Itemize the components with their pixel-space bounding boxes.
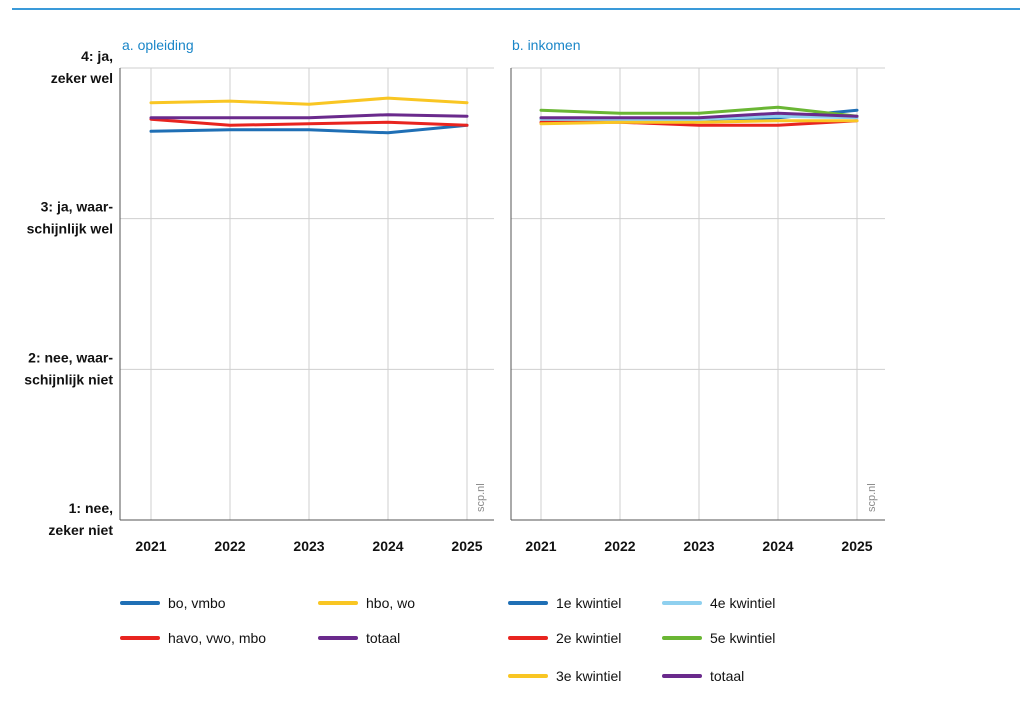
series-line-opleiding-bo-vmbo bbox=[149, 123, 469, 135]
panel-title-opleiding: a. opleiding bbox=[122, 37, 194, 53]
series-line-inkomen-totaal bbox=[539, 111, 859, 120]
x-tick-label-inkomen-2023: 2023 bbox=[683, 538, 714, 554]
plot-area-inkomen bbox=[511, 68, 885, 520]
series-line-inkomen-3e-kwintiel bbox=[539, 119, 859, 126]
x-tick-label-opleiding-2025: 2025 bbox=[451, 538, 482, 554]
y-tick-label-3: 3: ja, waar-schijnlijk wel bbox=[27, 199, 114, 237]
series-line-opleiding-totaal bbox=[149, 113, 469, 120]
top-divider bbox=[12, 8, 1020, 10]
legend-label-opleiding-totaal: totaal bbox=[366, 630, 400, 646]
legend-label-inkomen-1e-kwintiel: 1e kwintiel bbox=[556, 595, 621, 611]
legend-label-inkomen-totaal: totaal bbox=[710, 668, 744, 684]
y-tick-label-2: 2: nee, waar-schijnlijk niet bbox=[24, 349, 113, 387]
x-tick-label-inkomen-2024: 2024 bbox=[762, 538, 793, 554]
x-tick-label-opleiding-2021: 2021 bbox=[135, 538, 166, 554]
y-tick-label-4: 4: ja, zeker wel bbox=[51, 48, 113, 86]
x-tick-label-opleiding-2024: 2024 bbox=[372, 538, 403, 554]
legend-label-opleiding-havo-vwo-mbo: havo, vwo, mbo bbox=[168, 630, 266, 646]
legend-label-opleiding-bo-vmbo: bo, vmbo bbox=[168, 595, 226, 611]
panel-inkomen: b. inkomen 2021 2022 2023 2024 2025 scp.nl bbox=[510, 37, 885, 554]
legend-opleiding: bo, vmbo hbo, wo havo, vwo, mbo totaal bbox=[120, 595, 415, 646]
legend-label-inkomen-4e-kwintiel: 4e kwintiel bbox=[710, 595, 775, 611]
panel-title-inkomen: b. inkomen bbox=[512, 37, 580, 53]
watermark-opleiding: scp.nl bbox=[475, 483, 487, 512]
legend-inkomen: 1e kwintiel 4e kwintiel 2e kwintiel 5e kwin… bbox=[508, 595, 775, 684]
legend-label-opleiding-hbo-wo: hbo, wo bbox=[366, 595, 415, 611]
legend-label-inkomen-5e-kwintiel: 5e kwintiel bbox=[710, 630, 775, 646]
x-tick-label-inkomen-2025: 2025 bbox=[841, 538, 872, 554]
series-line-opleiding-hbo-wo bbox=[149, 96, 469, 106]
series-line-inkomen-5e-kwintiel bbox=[539, 105, 859, 118]
x-tick-label-inkomen-2022: 2022 bbox=[604, 538, 635, 554]
series-line-opleiding-havo-vwo-mbo bbox=[149, 117, 469, 127]
x-tick-label-opleiding-2023: 2023 bbox=[293, 538, 324, 554]
x-tick-label-inkomen-2021: 2021 bbox=[525, 538, 556, 554]
legend-label-inkomen-3e-kwintiel: 3e kwintiel bbox=[556, 668, 621, 684]
legend-label-inkomen-2e-kwintiel: 2e kwintiel bbox=[556, 630, 621, 646]
y-tick-label-1: 1: nee, zeker niet bbox=[48, 500, 113, 538]
plot-area-opleiding bbox=[120, 68, 494, 520]
x-tick-label-opleiding-2022: 2022 bbox=[214, 538, 245, 554]
panel-opleiding: a. opleiding 2021 2022 2023 2024 2025 4: ja, z… bbox=[24, 37, 494, 554]
watermark-inkomen: scp.nl bbox=[866, 483, 878, 512]
